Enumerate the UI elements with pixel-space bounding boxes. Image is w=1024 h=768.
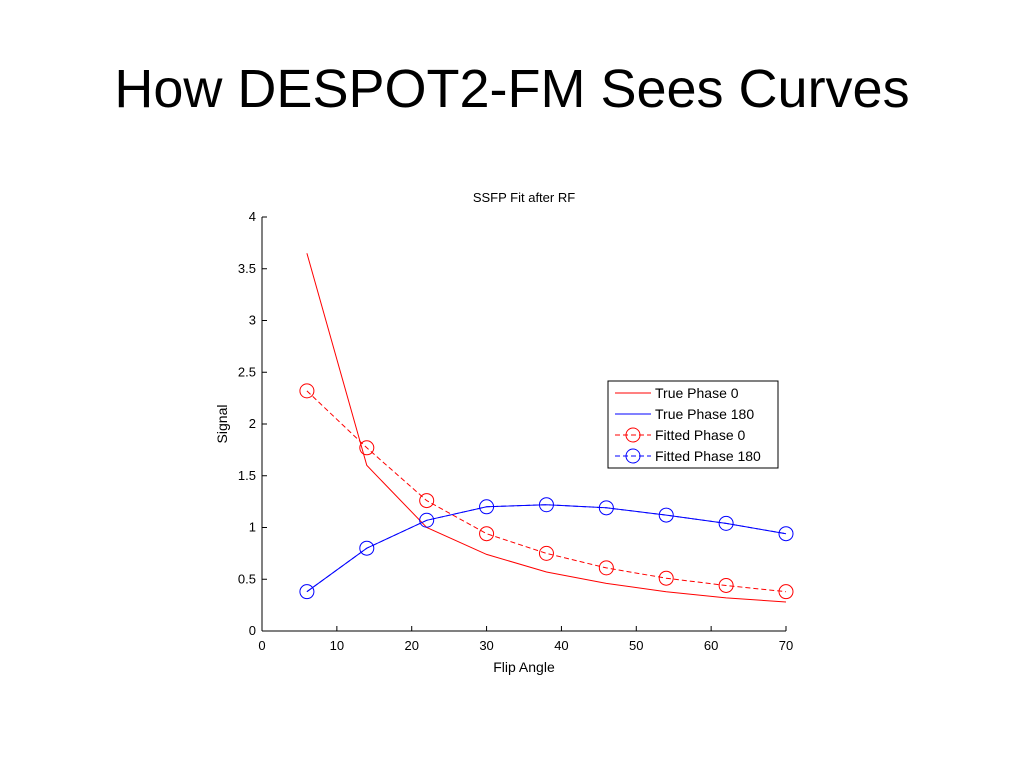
series-line-0 — [306, 253, 787, 603]
data-point — [419, 493, 435, 509]
chart-title: SSFP Fit after RF — [473, 190, 575, 205]
data-point — [479, 526, 495, 542]
data-point — [598, 560, 614, 576]
data-point — [359, 440, 375, 456]
x-tick-label: 60 — [704, 638, 718, 653]
x-tick-label: 30 — [479, 638, 493, 653]
x-tick-label: 70 — [779, 638, 793, 653]
data-point — [538, 545, 554, 561]
data-point — [419, 512, 435, 528]
legend-label-1: True Phase 180 — [655, 406, 754, 422]
data-point — [718, 515, 734, 531]
x-tick-label: 50 — [629, 638, 643, 653]
data-point — [658, 507, 674, 523]
slide-title: How DESPOT2-FM Sees Curves — [114, 59, 910, 119]
y-tick-label: 4 — [249, 209, 256, 224]
data-point — [658, 570, 674, 586]
y-tick-label: 3.5 — [238, 261, 256, 276]
y-tick-label: 2.5 — [238, 364, 256, 379]
data-point — [778, 584, 794, 600]
data-point — [299, 584, 315, 600]
data-point — [598, 500, 614, 516]
series-line-3 — [306, 504, 787, 593]
series-line-2 — [306, 390, 787, 593]
data-point — [538, 497, 554, 513]
data-point — [778, 526, 794, 542]
y-tick-label: 0 — [249, 623, 256, 638]
data-point — [359, 540, 375, 556]
y-tick-label: 2 — [249, 416, 256, 431]
y-tick-label: 0.5 — [238, 571, 256, 586]
x-tick-label: 20 — [404, 638, 418, 653]
y-tick-label: 3 — [249, 313, 256, 328]
legend-label-0: True Phase 0 — [655, 385, 739, 401]
legend-marker-2 — [625, 427, 641, 443]
legend-label-3: Fitted Phase 180 — [655, 448, 761, 464]
data-point — [299, 383, 315, 399]
legend-box — [607, 380, 779, 469]
data-point — [718, 577, 734, 593]
x-axis-label: Flip Angle — [493, 659, 555, 675]
legend-marker-3 — [625, 448, 641, 464]
data-point — [479, 499, 495, 515]
y-tick-label: 1 — [249, 520, 256, 535]
legend-label-2: Fitted Phase 0 — [655, 427, 745, 443]
y-tick-label: 1.5 — [238, 468, 256, 483]
y-axis-label: Signal — [214, 405, 230, 444]
x-tick-label: 0 — [258, 638, 265, 653]
x-tick-label: 10 — [330, 638, 344, 653]
series-line-1 — [306, 504, 787, 593]
x-tick-label: 40 — [554, 638, 568, 653]
